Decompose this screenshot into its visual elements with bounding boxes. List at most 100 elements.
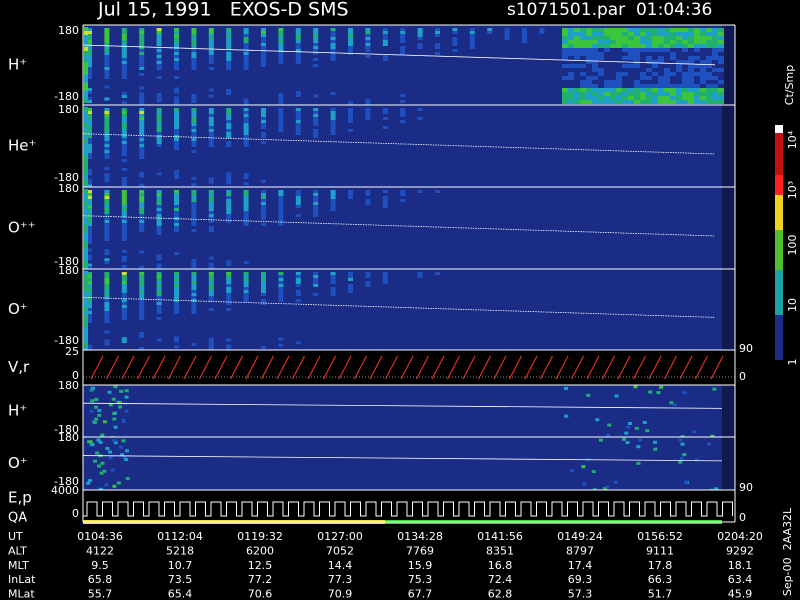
spectrogram-cell: [243, 120, 249, 123]
spectrogram-cell: [174, 170, 179, 174]
spectrogram-cell: [295, 287, 301, 290]
spectrogram-cell: [261, 52, 266, 55]
spectrogram-cell: [670, 96, 676, 100]
panel-gap: [722, 385, 735, 437]
spectrogram-cell: [104, 483, 109, 487]
spectrogram-cell: [313, 214, 319, 217]
spectrogram-cell: [121, 147, 127, 150]
spectrogram-cell: [400, 202, 406, 205]
colorbar-label: 100: [786, 235, 799, 256]
spectrogram-cell: [139, 180, 145, 184]
spectrogram-cell: [694, 32, 700, 36]
spectrogram-cell: [622, 40, 628, 44]
spectrogram-cell: [84, 63, 88, 67]
spectrogram-cell: [330, 123, 336, 126]
spectrogram-cell: [688, 40, 694, 44]
spectrogram-cell: [365, 214, 371, 217]
spectrogram-cell: [261, 308, 266, 311]
spectrogram-cell: [243, 278, 249, 281]
spectrogram-cell: [125, 449, 130, 453]
spectrogram-cell: [278, 293, 284, 296]
spectrogram-cell: [574, 48, 580, 52]
spectrogram-cell: [121, 308, 127, 311]
spectrogram-cell: [121, 86, 127, 89]
spectrogram-cell: [174, 76, 179, 79]
spectrogram-cell: [243, 173, 249, 177]
spectrogram-cell: [670, 48, 676, 52]
spectrogram-cell: [664, 96, 670, 100]
spectrogram-cell: [592, 96, 598, 100]
spectrogram-cell: [87, 305, 92, 308]
spectrogram-cell: [191, 308, 197, 311]
spectrogram-cell: [586, 52, 592, 56]
spectrogram-cell: [208, 265, 214, 269]
table-value: 0104:36: [77, 530, 123, 543]
spectrogram-cell: [658, 36, 664, 40]
table-value: 0204:20: [717, 530, 763, 543]
spectrogram-cell: [400, 284, 406, 287]
spectrogram-cell: [139, 101, 145, 105]
spectrogram-cell: [569, 468, 574, 472]
spectrogram-cell: [278, 120, 284, 123]
spectrogram-cell: [295, 55, 301, 58]
spectrogram-cell: [718, 88, 724, 92]
spectrogram-cell: [504, 100, 510, 103]
spectrogram-cell: [616, 88, 622, 92]
spectrogram-cell: [104, 275, 110, 278]
spectrogram-cell: [646, 28, 652, 32]
spectrogram-cell: [104, 123, 110, 126]
spectrogram-cell: [84, 31, 88, 35]
spectrogram-cell: [295, 94, 301, 97]
spectrogram-cell: [664, 36, 670, 40]
spectrogram-cell: [652, 44, 658, 48]
spectrogram-cell: [156, 232, 162, 235]
spectrogram-cell: [400, 43, 406, 46]
spectrogram-cell: [156, 275, 162, 278]
spectrogram-cell: [634, 40, 640, 44]
spectrogram-cell: [261, 293, 266, 296]
spectrogram-cell: [139, 202, 145, 205]
spectrogram-cell: [295, 52, 301, 55]
spectrogram-cell: [243, 232, 249, 235]
y-tick-label: -180: [54, 255, 79, 268]
spectrogram-cell: [580, 56, 586, 60]
spectrogram-cell: [84, 171, 88, 175]
spectrogram-cell: [330, 126, 336, 129]
spectrogram-cell: [139, 299, 145, 302]
spectrogram-cell: [688, 32, 694, 36]
spectrogram-cell: [121, 82, 127, 85]
spectrogram-cell: [121, 129, 127, 132]
spectrogram-cell: [365, 208, 371, 211]
spectrogram-cell: [84, 75, 88, 79]
spectrogram-cell: [139, 302, 145, 305]
spectrogram-cell: [365, 272, 371, 275]
spectrogram-cell: [700, 68, 706, 72]
spectrogram-cell: [104, 114, 110, 117]
spectrogram-cell: [598, 80, 604, 84]
y-tick-label: -180: [54, 171, 79, 184]
spectrogram-cell: [664, 92, 670, 96]
spectrogram-cell: [676, 32, 682, 36]
spectrogram-cell: [562, 44, 568, 48]
spectrogram-cell: [174, 252, 179, 256]
spectrogram-cell: [628, 32, 634, 36]
row-label: MLT: [8, 559, 29, 572]
spectrogram-cell: [330, 290, 336, 293]
spectrogram-cell: [330, 49, 336, 52]
spectrogram-cell: [435, 190, 440, 193]
spectrogram-cell: [700, 44, 706, 48]
spectrogram-cell: [208, 290, 214, 293]
spectrogram-cell: [226, 263, 232, 267]
spectrogram-cell: [121, 117, 127, 120]
spectrogram-cell: [191, 97, 197, 100]
spectrogram-cell: [261, 275, 266, 278]
spectrogram-cell: [382, 49, 388, 52]
spectrogram-cell: [243, 28, 249, 31]
spectrogram-cell: [261, 311, 266, 314]
spectrogram-cell: [400, 49, 406, 52]
table-value: 66.3: [648, 573, 673, 586]
spectrogram-cell: [139, 141, 145, 144]
spectrogram-cell: [87, 347, 92, 351]
spectrogram-cell: [604, 100, 610, 104]
spectrogram-cell: [243, 89, 249, 93]
